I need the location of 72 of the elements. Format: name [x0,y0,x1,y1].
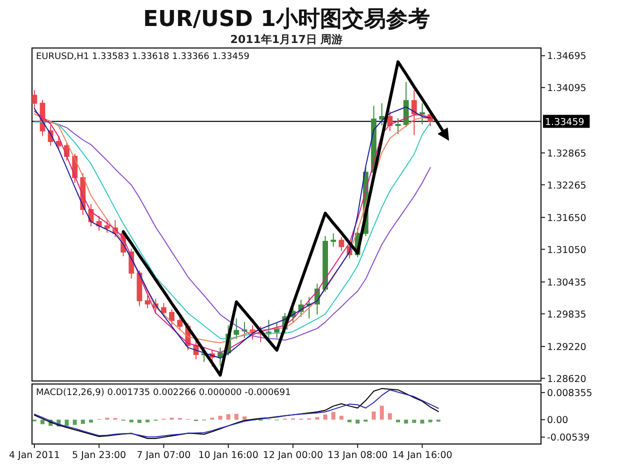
x-tick-label: 14 Jan 16:00 [392,450,452,461]
y-tick-label: 1.31650 [547,212,586,224]
bar [372,412,376,420]
bar [412,420,416,423]
candlestick [160,302,166,318]
candlestick [177,316,183,332]
bar [396,420,400,422]
candlestick [274,322,280,338]
bar [64,420,69,426]
candlestick [330,232,336,248]
candlestick [96,215,102,232]
bar [348,420,352,422]
bar [40,420,45,424]
bar [388,413,392,420]
chart-subtitle: 2011年1月17日 周游 [230,33,343,46]
x-tick-label: 5 Jan 23:00 [72,450,126,461]
x-tick-label: 7 Jan 07:00 [136,450,191,461]
y-tick-label: 1.30435 [547,277,586,288]
bar [80,420,85,424]
x-tick-label: 12 Jan 00:00 [262,450,324,461]
y-tick-label: 1.29835 [547,309,586,320]
bar [218,416,222,420]
bar [404,420,408,424]
x-tick-label: 4 Jan 2011 [8,450,60,461]
candlestick [234,318,240,340]
candlestick [32,89,38,110]
y-tick-label: 1.34095 [547,83,586,94]
bar [420,420,424,424]
bar [331,412,336,420]
bar [323,414,328,420]
bar [226,414,230,420]
bar [234,414,238,420]
annotation: MACD(12,26,9) 0.001735 0.002266 0.000000 -0.000691 [36,388,291,398]
bar [129,420,134,422]
bar [72,420,77,425]
candlestick [403,81,409,128]
ref-line-label: 1.33459 [545,116,584,128]
bar [356,420,360,424]
bar [242,416,246,420]
x-tick-label: 13 Jan 08:00 [328,450,388,461]
y-tick-label: 1.32265 [547,180,586,192]
bar [315,417,320,420]
bar [428,420,432,422]
candlestick [306,296,312,319]
candlestick [242,322,248,338]
bar [146,420,150,422]
candlestick [387,110,393,132]
y-tick-label: -0.00539 [547,432,590,444]
y-tick-label: 0.008355 [547,388,592,400]
candlestick [144,294,150,309]
candlestick [169,308,174,326]
candlestick [420,102,425,125]
candlestick [395,118,401,135]
candlestick [379,102,385,126]
x-tick-label: 10 Jan 16:00 [198,450,258,461]
bar [137,420,142,423]
bar [339,416,344,420]
y-tick-label: 1.29220 [547,342,586,353]
candlestick [411,89,417,136]
candlestick [218,347,223,367]
chart-title: EUR/USD 1小时图交易参考 [143,6,430,32]
y-tick-label: 1.31050 [547,244,586,256]
candlestick [338,236,344,252]
y-tick-label: 1.34695 [547,51,586,62]
bar [88,420,93,423]
bar [380,406,384,420]
annotation: EURUSD,H1 1.33583 1.33618 1.33366 1.33459 [36,52,250,62]
y-tick-label: 0.00 [547,415,568,426]
y-tick-label: 1.32865 [547,148,586,160]
candlestick [104,220,110,234]
candlestick [322,236,328,292]
y-tick-label: 1.28620 [547,374,586,385]
